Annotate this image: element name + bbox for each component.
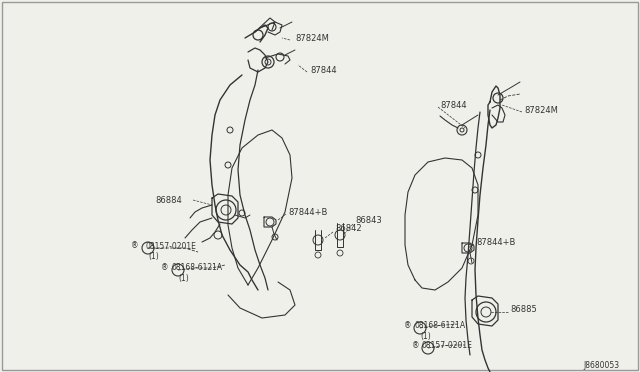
Text: ®: ® xyxy=(404,321,412,330)
Text: 87844: 87844 xyxy=(310,65,337,74)
Text: 87844+B: 87844+B xyxy=(288,208,328,217)
Text: J8680053: J8680053 xyxy=(584,360,620,369)
Text: 86884: 86884 xyxy=(155,196,182,205)
Text: (1): (1) xyxy=(148,251,159,260)
Text: ®: ® xyxy=(412,341,420,350)
Text: 08168-6121A: 08168-6121A xyxy=(415,321,466,330)
Text: ®: ® xyxy=(131,241,139,250)
Text: 08168-6121A: 08168-6121A xyxy=(172,263,223,273)
Text: 87824M: 87824M xyxy=(524,106,558,115)
Text: (1): (1) xyxy=(420,331,431,340)
Text: 87844+B: 87844+B xyxy=(476,237,515,247)
Text: ®: ® xyxy=(161,263,169,273)
Text: 08157-0201E: 08157-0201E xyxy=(145,241,196,250)
Text: 86885: 86885 xyxy=(510,305,537,314)
Text: (1): (1) xyxy=(178,273,189,282)
Text: 87824M: 87824M xyxy=(295,33,329,42)
Text: 08157-0201E: 08157-0201E xyxy=(422,341,473,350)
Text: 86842: 86842 xyxy=(335,224,362,232)
Text: 87844: 87844 xyxy=(440,100,467,109)
Text: 86843: 86843 xyxy=(355,215,381,224)
